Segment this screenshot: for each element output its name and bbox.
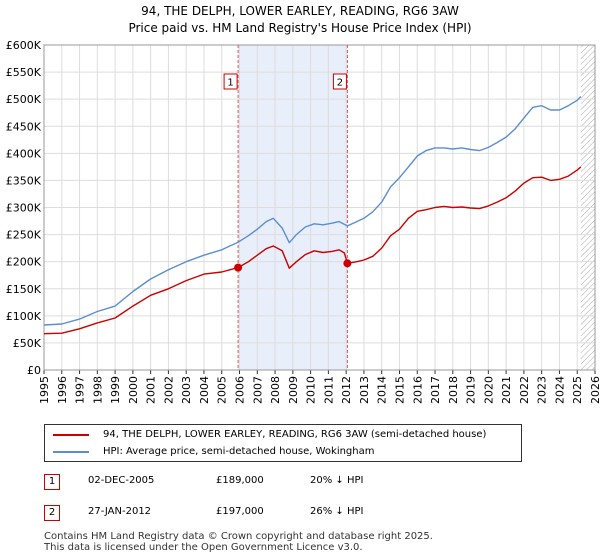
sale-date-1: 02-DEC-2005 xyxy=(88,475,155,486)
hpi-series-line xyxy=(43,96,582,326)
x-tick-label: 2024 xyxy=(553,376,566,404)
x-tick-label: 2025 xyxy=(571,376,584,404)
x-tick-label: 2020 xyxy=(482,376,495,404)
y-tick-label: £550K xyxy=(6,66,42,79)
sale-point-1 xyxy=(234,263,243,272)
legend-swatch-property xyxy=(53,434,89,436)
legend: 94, THE DELPH, LOWER EARLEY, READING, RG… xyxy=(44,424,522,462)
sale-marker-label-1: 1 xyxy=(227,78,233,89)
x-tick-label: 2018 xyxy=(447,376,460,404)
x-tick-label: 2026 xyxy=(589,376,600,404)
legend-swatch-hpi xyxy=(53,451,89,453)
x-tick-label: 2015 xyxy=(393,376,406,404)
sale-price-1: £189,000 xyxy=(216,475,264,486)
sale-hpi-2: 26% ↓ HPI xyxy=(310,506,364,517)
y-tick-label: £50K xyxy=(13,337,42,350)
sale-price-2: £197,000 xyxy=(216,506,264,517)
x-tick-label: 2011 xyxy=(322,376,335,404)
x-tick-label: 2001 xyxy=(145,376,158,404)
plot-frame xyxy=(43,44,596,371)
y-tick-label: £300K xyxy=(6,202,42,215)
x-tick-label: 1997 xyxy=(74,376,87,404)
sale-marker-box-2 xyxy=(332,73,347,90)
footer-line-2: This data is licensed under the Open Gov… xyxy=(44,542,363,553)
x-tick-label: 2007 xyxy=(251,376,264,404)
x-tick-label: 2009 xyxy=(287,376,300,404)
x-tick-label: 2004 xyxy=(198,376,211,404)
footer-line-1: Contains HM Land Registry data © Crown c… xyxy=(44,531,433,542)
x-tick-label: 2016 xyxy=(411,376,424,404)
y-tick-label: £350K xyxy=(6,174,42,187)
y-tick-label: £600K xyxy=(6,39,42,52)
y-tick-label: £400K xyxy=(6,147,42,160)
legend-label-property: 94, THE DELPH, LOWER EARLEY, READING, RG… xyxy=(103,429,487,440)
sale-marker-label-2: 2 xyxy=(337,78,343,89)
sale-point-2 xyxy=(343,259,352,268)
y-tick-label: £250K xyxy=(6,229,42,242)
y-tick-label: £200K xyxy=(6,256,42,269)
x-tick-label: 2008 xyxy=(269,376,282,404)
x-tick-label: 2022 xyxy=(518,376,531,404)
sale-badge-1: 1 xyxy=(44,474,60,490)
y-tick-label: £500K xyxy=(6,93,42,106)
x-tick-label: 2006 xyxy=(234,376,247,404)
x-tick-label: 2017 xyxy=(429,376,442,404)
y-tick-label: £150K xyxy=(6,283,42,296)
footer-attribution: Contains HM Land Registry data © Crown c… xyxy=(44,531,433,553)
x-tick-label: 2023 xyxy=(536,376,549,404)
sale-hpi-1: 20% ↓ HPI xyxy=(310,475,364,486)
x-tick-label: 2014 xyxy=(376,376,389,404)
x-tick-label: 2019 xyxy=(465,376,478,404)
x-tick-label: 1999 xyxy=(109,376,122,404)
legend-label-hpi: HPI: Average price, semi-detached house,… xyxy=(103,446,375,457)
y-tick-label: £100K xyxy=(6,310,42,323)
x-tick-label: 2002 xyxy=(162,376,175,404)
x-tick-label: 2021 xyxy=(500,376,513,404)
x-tick-label: 1996 xyxy=(56,376,69,404)
x-tick-label: 2013 xyxy=(358,376,371,404)
chart-title: 94, THE DELPH, LOWER EARLEY, READING, RG… xyxy=(141,4,459,18)
sale-date-2: 27-JAN-2012 xyxy=(88,506,152,517)
x-tick-label: 1995 xyxy=(38,376,51,404)
price-chart: £0 £50K £100K £150K £200K £250K £300K £350K £400… xyxy=(6,39,600,404)
x-tick-label: 2003 xyxy=(180,376,193,404)
property-series-line xyxy=(43,166,582,335)
x-tick-label: 2000 xyxy=(127,376,140,404)
x-tick-label: 1998 xyxy=(91,376,104,404)
y-tick-label: £450K xyxy=(6,120,42,133)
y-tick-label: £0 xyxy=(27,364,41,377)
sale-badge-2: 2 xyxy=(44,505,60,521)
x-tick-label: 2012 xyxy=(340,376,353,404)
chart-subtitle: Price paid vs. HM Land Registry's House … xyxy=(128,21,472,35)
x-tick-label: 2005 xyxy=(216,376,229,404)
x-tick-label: 2010 xyxy=(305,376,318,404)
sale-marker-box-1 xyxy=(223,73,238,90)
